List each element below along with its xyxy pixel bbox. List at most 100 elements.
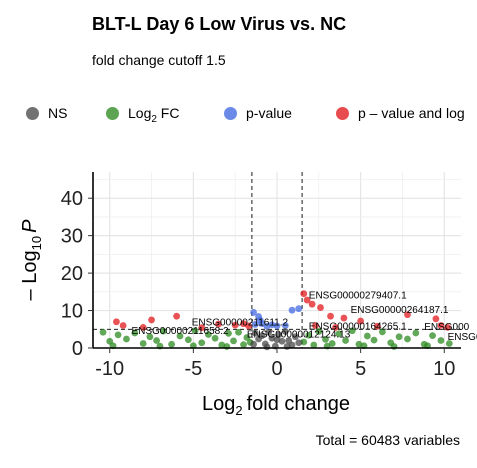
point-log2fc xyxy=(211,334,219,342)
legend-label-pvalue: p-value xyxy=(246,105,292,121)
legend-dot-both xyxy=(336,107,349,120)
gene-label: ENSG00000211658.2 xyxy=(131,326,229,337)
point-NS xyxy=(258,332,266,340)
point-log2fc xyxy=(153,337,160,344)
data-points xyxy=(99,290,453,351)
point-log2fc xyxy=(395,333,403,341)
point-both xyxy=(173,312,181,320)
point-log2fc xyxy=(390,343,398,350)
point-pvalue xyxy=(281,322,289,329)
legend-dot-pvalue xyxy=(224,107,237,120)
x-tick-label: 5 xyxy=(355,358,366,380)
point-log2fc xyxy=(223,343,231,350)
point-both xyxy=(113,318,120,326)
point-NS xyxy=(283,343,291,350)
legend: NS Log2 FC p-value p – value and log xyxy=(26,102,477,124)
gene-label: ENSG000 xyxy=(424,322,469,333)
point-log2fc xyxy=(328,340,336,347)
point-both xyxy=(215,320,222,328)
point-log2fc xyxy=(437,337,445,344)
point-log2fc xyxy=(114,331,122,339)
point-log2fc xyxy=(315,328,323,335)
point-log2fc xyxy=(322,335,329,343)
y-axis-title-prefix: – Log xyxy=(19,250,41,300)
point-NS xyxy=(292,333,299,341)
chart-title: BLT-L Day 6 Low Virus vs. NC xyxy=(92,14,347,34)
point-log2fc xyxy=(429,332,436,340)
point-NS xyxy=(295,339,303,347)
point-both xyxy=(240,320,247,328)
point-both xyxy=(308,300,316,308)
point-log2fc xyxy=(176,332,184,340)
gene-label: ENSG00000279407.1 xyxy=(309,291,407,302)
point-log2fc xyxy=(235,328,242,336)
legend-dot-log2fc xyxy=(106,107,119,120)
point-both xyxy=(327,312,334,320)
x-axis-title-sub: 2 xyxy=(235,403,242,418)
point-pvalue xyxy=(273,322,281,330)
point-log2fc xyxy=(342,337,349,344)
gene-label: ENSG00000012124.13 xyxy=(247,330,351,341)
point-log2fc xyxy=(310,341,318,349)
point-log2fc xyxy=(378,328,386,336)
legend-label-both: p – value and log xyxy=(358,105,465,121)
point-pvalue xyxy=(250,309,257,316)
point-pvalue xyxy=(251,321,259,328)
point-log2fc xyxy=(168,340,176,348)
point-log2fc xyxy=(305,331,313,339)
point-both xyxy=(300,290,308,298)
point-log2fc xyxy=(300,338,308,346)
point-NS xyxy=(251,329,259,337)
legend-dot-ns xyxy=(26,107,39,120)
gene-label: ENSG00 xyxy=(448,332,477,343)
x-axis-title-text: fold change xyxy=(247,393,350,415)
gene-labels: ENSG00000279407.1 ENSG00000264187.1 ENSG00… xyxy=(131,291,477,343)
point-log2fc xyxy=(184,336,192,344)
y-axis-title: – Log10 P xyxy=(19,219,44,301)
point-NS xyxy=(263,343,271,351)
point-log2fc xyxy=(445,340,453,347)
point-log2fc xyxy=(370,336,378,344)
chart-subtitle: fold change cutoff 1.5 xyxy=(92,52,226,68)
point-both xyxy=(340,314,348,322)
point-both xyxy=(373,322,381,330)
gene-label: ENSG00000264187.1 xyxy=(351,305,449,316)
point-log2fc xyxy=(225,329,232,337)
point-both xyxy=(231,321,239,329)
x-tick-label: 10 xyxy=(433,358,455,380)
point-NS xyxy=(265,328,273,336)
x-axis-title: Log2 fold change xyxy=(202,393,350,418)
point-log2fc xyxy=(139,340,147,347)
x-tick-label: -5 xyxy=(184,358,202,380)
point-NS xyxy=(281,328,289,335)
point-log2fc xyxy=(159,327,167,335)
point-pvalue xyxy=(288,306,296,314)
x-tick-label: -10 xyxy=(95,358,124,380)
point-both xyxy=(312,322,319,329)
point-log2fc xyxy=(191,327,199,335)
legend-label-log2fc: Log2 FC xyxy=(128,102,179,124)
y-tick-label: 30 xyxy=(61,226,83,248)
point-NS xyxy=(273,336,281,344)
point-pvalue xyxy=(258,320,266,328)
point-both xyxy=(139,324,147,331)
point-log2fc xyxy=(205,331,212,338)
point-both xyxy=(404,311,411,319)
point-both xyxy=(317,304,324,311)
point-both xyxy=(357,317,365,325)
x-axis-title-prefix: Log xyxy=(202,393,235,415)
point-log2fc xyxy=(198,339,206,347)
y-tick-label: 10 xyxy=(61,301,83,323)
legend-label-log2fc-sub: 2 xyxy=(151,113,157,124)
point-pvalue xyxy=(295,305,303,313)
gene-label: ENSG00000164265.1 xyxy=(309,321,407,332)
point-log2fc xyxy=(335,330,343,338)
point-both xyxy=(437,322,445,329)
point-log2fc xyxy=(240,341,247,349)
y-axis-title-var: P xyxy=(19,219,41,233)
point-log2fc xyxy=(230,337,237,345)
point-log2fc xyxy=(146,333,154,341)
point-log2fc xyxy=(363,332,371,340)
point-NS xyxy=(250,340,257,348)
